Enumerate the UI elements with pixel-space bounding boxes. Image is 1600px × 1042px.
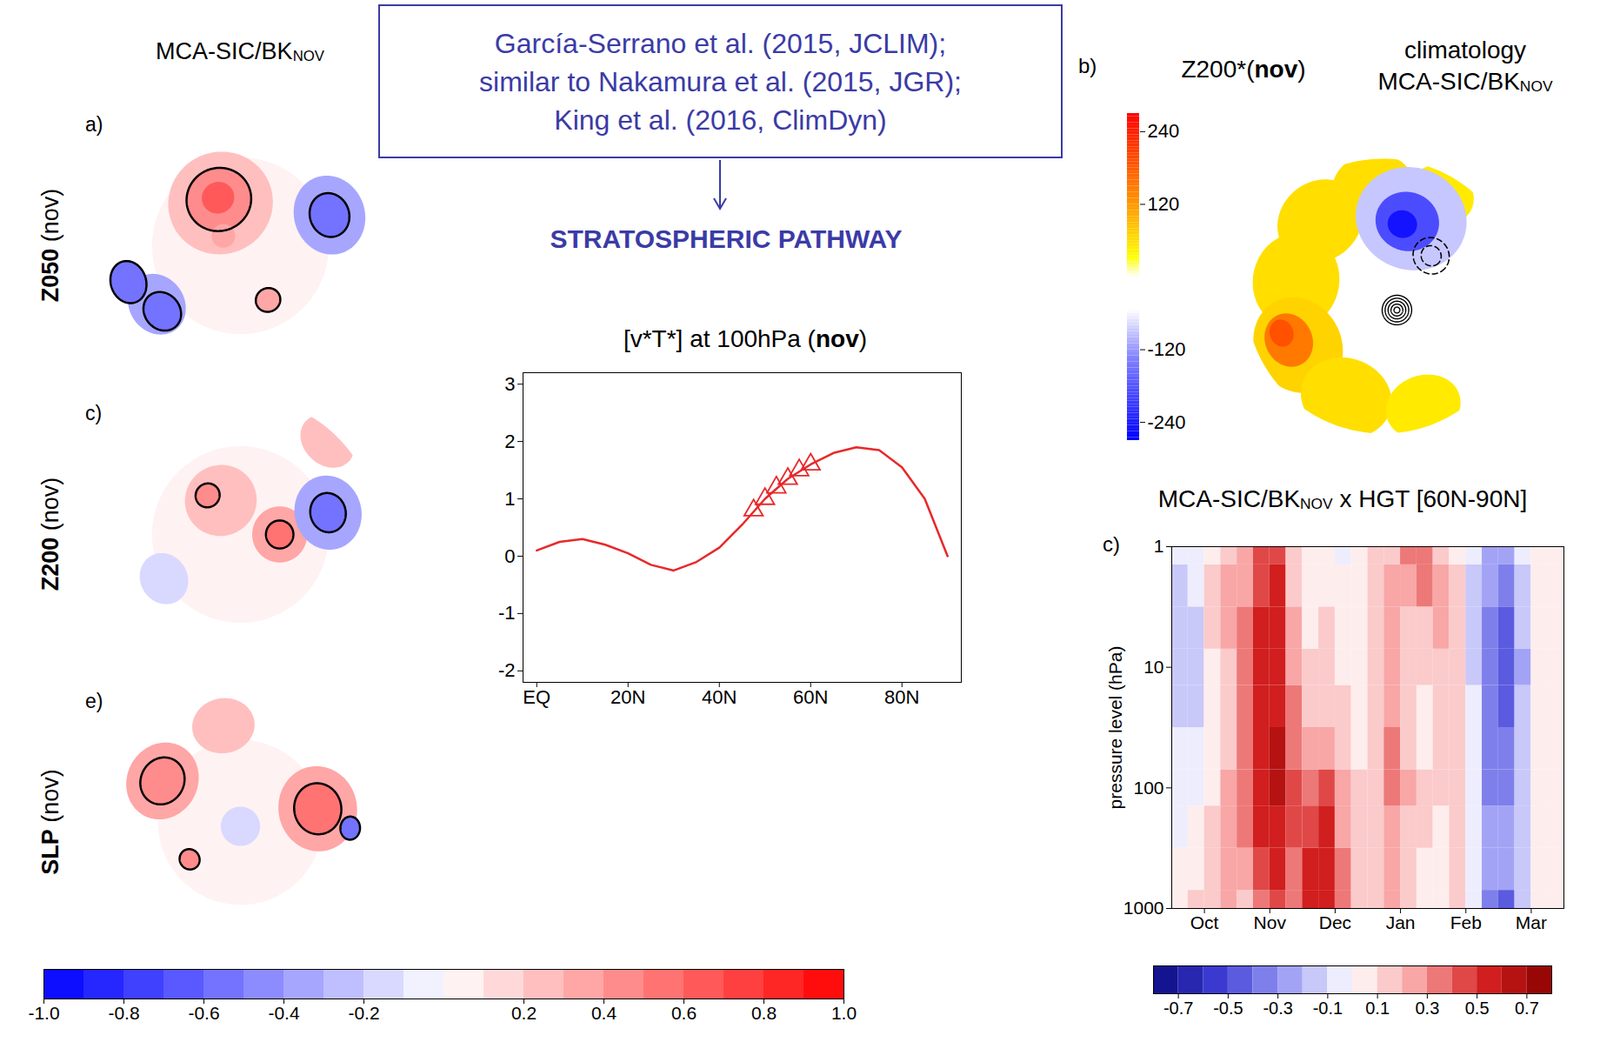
svg-text:-0.6: -0.6: [187, 1002, 220, 1023]
html-text:c): c): [1102, 532, 1120, 556]
html-text:MCA-SIC/BKNOVx HGT [60N-90N]: MCA-SIC/BKNOVx HGT [60N-90N]: [1158, 485, 1528, 513]
svg-text:60N: 60N: [793, 686, 828, 708]
html-text:(nov): (nov): [36, 768, 64, 829]
svg-text:20N: 20N: [610, 686, 646, 708]
html-text:STRATOSPHERIC PATHWAY: STRATOSPHERIC PATHWAY: [550, 224, 903, 254]
html-text:MCA-SIC/BKNOV: MCA-SIC/BKNOV: [1377, 67, 1553, 95]
svg-text:240: 240: [1147, 120, 1180, 142]
svg-text:Nov: Nov: [1253, 912, 1287, 933]
svg-text:-2: -2: [498, 659, 516, 681]
svg-text:1: 1: [504, 487, 515, 510]
svg-text:1000: 1000: [1123, 897, 1165, 918]
svg-text:-0.3: -0.3: [1262, 998, 1293, 1018]
svg-text:-1: -1: [498, 601, 516, 624]
svg-text:0.4: 0.4: [591, 1002, 618, 1023]
svg-text:-0.5: -0.5: [1213, 998, 1243, 1018]
svg-text:3: 3: [504, 373, 515, 395]
svg-text:0.6: 0.6: [671, 1002, 697, 1023]
svg-text:100: 100: [1133, 777, 1164, 798]
html-text:Z200*(nov): Z200*(nov): [1181, 55, 1306, 83]
svg-text:Dec: Dec: [1319, 912, 1352, 933]
svg-text:0.3: 0.3: [1414, 998, 1440, 1018]
svg-text:1.0: 1.0: [831, 1002, 857, 1023]
svg-text:Jan: Jan: [1386, 912, 1416, 933]
svg-text:1: 1: [1153, 535, 1165, 556]
svg-text:-0.1: -0.1: [1313, 998, 1343, 1018]
svg-text:80N: 80N: [884, 686, 920, 708]
svg-text:-1.0: -1.0: [27, 1002, 60, 1023]
svg-text:-240: -240: [1147, 411, 1187, 434]
svg-text:0.5: 0.5: [1465, 998, 1490, 1018]
svg-text:Oct: Oct: [1190, 912, 1220, 933]
svg-text:-0.8: -0.8: [107, 1002, 140, 1023]
svg-text:0: 0: [504, 545, 515, 567]
svg-text:pressure level (hPa): pressure level (hPa): [1105, 646, 1126, 810]
html-text:a): a): [85, 113, 104, 136]
html-text:Z200: Z200: [36, 537, 64, 591]
svg-text:Feb: Feb: [1450, 912, 1482, 933]
svg-text:2: 2: [504, 430, 515, 453]
html-text:(nov): (nov): [36, 188, 64, 249]
svg-text:-0.7: -0.7: [1163, 998, 1194, 1018]
html-text:b): b): [1078, 53, 1097, 78]
svg-text:0.2: 0.2: [511, 1002, 537, 1023]
svg-text:0.8: 0.8: [751, 1002, 777, 1023]
html-text:e): e): [85, 689, 104, 713]
svg-text:120: 120: [1147, 193, 1180, 215]
svg-text:EQ: EQ: [522, 686, 551, 708]
html-text:MCA-SIC/BKNOV: MCA-SIC/BKNOV: [155, 38, 325, 65]
svg-text:10: 10: [1143, 656, 1164, 677]
html-text:c): c): [85, 401, 102, 425]
svg-text:0.1: 0.1: [1365, 998, 1390, 1018]
html-text:[v*T*] at 100hPa (nov): [v*T*] at 100hPa (nov): [623, 325, 868, 353]
svg-text:0.7: 0.7: [1514, 998, 1540, 1018]
svg-text:-0.4: -0.4: [267, 1002, 300, 1023]
svg-text:-120: -120: [1147, 338, 1187, 360]
html-text:(nov): (nov): [36, 477, 64, 538]
svg-text:Mar: Mar: [1515, 912, 1547, 933]
html-text:Z050: Z050: [36, 248, 64, 302]
html-text:climatology: climatology: [1404, 36, 1527, 64]
html-text:King et al. (2016, ClimDyn): King et al. (2016, ClimDyn): [554, 103, 887, 136]
html-text:similar to Nakamura et al. (20: similar to Nakamura et al. (2015, JGR);: [479, 65, 962, 97]
svg-text:40N: 40N: [701, 686, 737, 708]
html-text:SLP: SLP: [36, 828, 64, 875]
html-text:García-Serrano et al. (2015, J: García-Serrano et al. (2015, JCLIM);: [494, 27, 947, 59]
svg-text:-0.2: -0.2: [347, 1002, 380, 1023]
